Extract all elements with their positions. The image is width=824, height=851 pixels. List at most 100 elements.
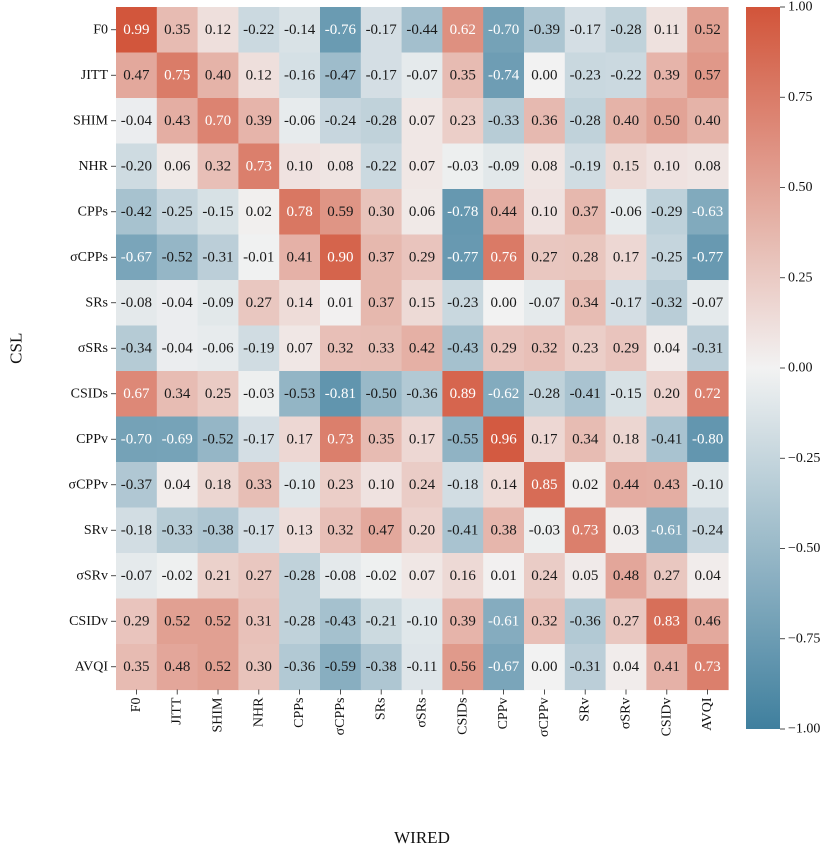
colorbar-tick-label: −0.75 [788,631,820,646]
cell-value-label: -0.41 [570,386,601,402]
heatmap-cell [360,325,403,372]
heatmap-cell [401,416,443,463]
heatmap-cell [605,280,647,327]
x-tick-label: AVQI [700,697,715,731]
heatmap-cell [401,462,443,509]
heatmap-cell [116,598,158,645]
cell-value-label: -0.10 [284,477,315,493]
x-tick-label: SRs [374,698,389,721]
heatmap-cell [279,234,321,281]
heatmap-cell [156,98,199,145]
cell-value-label: 0.00 [531,659,557,675]
heatmap-cell [238,416,280,463]
cell-value-label: -0.14 [284,22,316,38]
x-tick-label: σSRs [415,698,430,728]
heatmap-cell [483,507,525,554]
cell-value-label: 0.03 [613,522,639,538]
cell-value-label: 0.10 [286,158,312,174]
cell-value-label: 0.52 [694,22,720,38]
heatmap-cell [646,416,688,463]
heatmap-cell [564,189,607,236]
y-tick-label: CSIDv [69,614,108,629]
heatmap-cell [279,553,321,600]
heatmap-cell [564,98,607,145]
heatmap-cell [564,644,607,691]
cell-value-label: 0.32 [327,340,353,356]
cell-value-label: -0.09 [202,295,233,311]
cell-value-label: -0.17 [610,295,642,311]
heatmap-cell [524,598,566,645]
heatmap-cell [401,371,443,418]
y-tick-label: CSIDs [71,386,108,401]
cell-value-label: 0.33 [368,340,394,356]
heatmap-cell [320,325,362,372]
heatmap-cell [687,98,729,145]
heatmap-cell [483,598,525,645]
cell-value-label: -0.17 [243,522,275,538]
heatmap-cell [646,598,688,645]
heatmap-cell [442,52,484,99]
heatmap-cell [687,462,729,509]
heatmap-cell [320,280,362,327]
cell-value-label: 0.48 [613,568,639,584]
heatmap-cell [605,325,647,372]
heatmap-cell [687,52,729,99]
cell-value-label: 0.40 [613,113,639,129]
heatmap-cell [401,98,443,145]
y-tick-label: σSRv [76,568,108,583]
cell-value-label: -0.53 [284,386,315,402]
heatmap-cell [605,416,647,463]
cell-value-label: 0.20 [654,386,680,402]
heatmap-cell [238,98,280,145]
cell-value-label: -0.04 [162,340,194,356]
heatmap-cell [564,7,607,54]
cell-value-label: 0.14 [490,477,517,493]
cell-value-label: 0.35 [368,431,394,447]
cell-value-label: 0.89 [450,386,476,402]
heatmap-cell [646,189,688,236]
colorbar: 1.00 0.75 0.50 0.25 0.00 −0.25 −0.50 −0.75 −1.00 [746,0,820,737]
x-tick-label: CPPv [496,698,511,730]
cell-value-label: 0.43 [654,477,680,493]
heatmap-cell [320,553,362,600]
heatmap-cell [483,325,525,372]
heatmap-cell [564,598,607,645]
cell-value-label: -0.17 [366,22,398,38]
heatmap-cell [687,371,729,418]
heatmap-cell [238,371,280,418]
x-tick-label: σCPPv [537,698,552,737]
cell-value-label: -0.15 [610,386,641,402]
cell-value-label: 0.15 [409,295,435,311]
heatmap-cell [483,416,525,463]
cell-value-label: 0.17 [531,431,558,447]
cell-value-label: 0.21 [205,568,231,584]
cell-value-label: 0.72 [694,386,720,402]
cell-value-label: -0.52 [202,431,233,447]
cell-value-label: -0.41 [447,522,478,538]
heatmap-cell [687,189,729,236]
heatmap-cell [442,416,484,463]
heatmap-cell-labels: 0.99 0.35 0.12 -0.22 -0.14 -0.76 -0.17 -0.44 0.6… [121,22,724,675]
cell-value-label: 0.36 [531,113,558,129]
cell-value-label: -0.33 [162,522,193,538]
heatmap-cell [401,52,443,99]
cell-value-label: -0.07 [692,295,724,311]
heatmap-cell [605,189,647,236]
heatmap-cell [360,553,403,600]
cell-value-label: 0.47 [123,67,150,83]
cell-value-label: 0.25 [205,386,231,402]
heatmap-cell [197,553,239,600]
heatmap-cell [524,98,566,145]
heatmap-cell [279,7,321,54]
heatmap-cell [524,189,566,236]
heatmap-cell [442,462,484,509]
cell-value-label: 0.34 [164,386,191,402]
cell-value-label: 0.17 [286,431,313,447]
cell-value-label: -0.03 [447,158,478,174]
heatmap-cell [156,598,199,645]
cell-value-label: 0.08 [327,158,353,174]
cell-value-label: 0.27 [246,295,273,311]
cell-value-label: -0.28 [284,613,315,629]
heatmap-cell [279,98,321,145]
heatmap-cell [401,644,443,691]
